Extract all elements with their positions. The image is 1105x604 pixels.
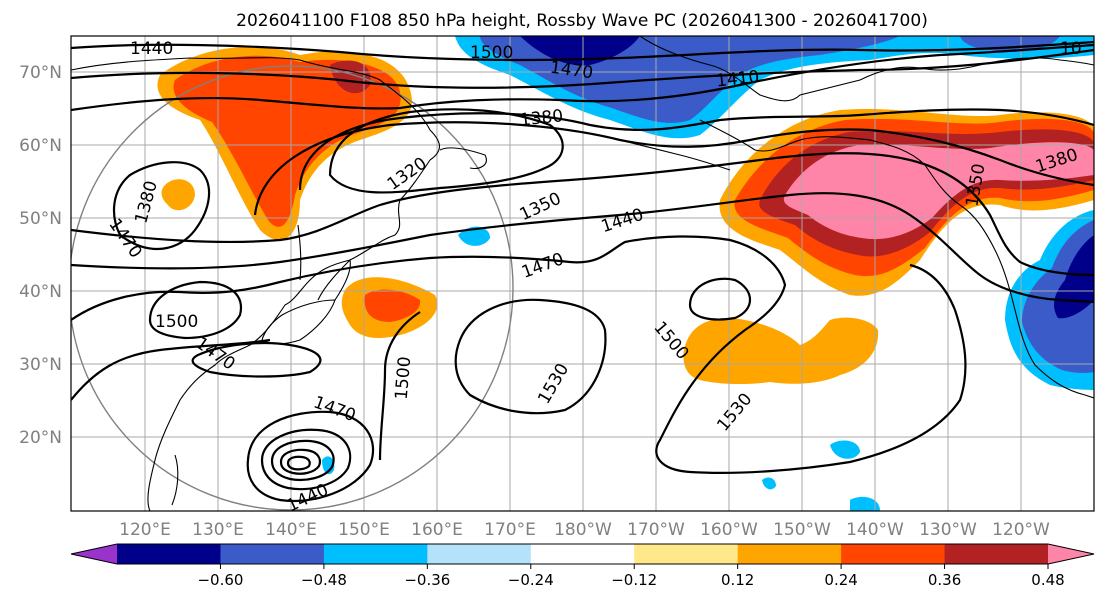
- lon-label: 180°W: [554, 520, 612, 540]
- colorbar-segment: [841, 544, 946, 564]
- lat-label: 40°N: [19, 282, 62, 302]
- lat-label: 70°N: [19, 63, 62, 83]
- colorbar-segment: [427, 544, 532, 564]
- coastlines: [71, 36, 1094, 511]
- contour-label: 1410: [715, 67, 760, 91]
- lon-label: 170°W: [627, 520, 685, 540]
- lon-label: 150°W: [773, 520, 831, 540]
- lon-label: 160°E: [411, 520, 463, 540]
- map-area: 1440 1500 1470 1410 1380 1320 1350 1440 …: [71, 36, 1094, 511]
- negative-anomaly: [762, 477, 776, 490]
- latitude-labels: 70°N 60°N 50°N 40°N 30°N 20°N: [19, 63, 62, 448]
- positive-anomaly: [330, 60, 371, 94]
- lon-label: 140°W: [846, 520, 904, 540]
- positive-anomaly: [683, 317, 879, 385]
- range-circle: [71, 65, 514, 511]
- lat-label: 60°N: [19, 136, 62, 156]
- positive-anomaly: [364, 289, 421, 322]
- contour-label: 1500: [470, 43, 513, 63]
- height-contours: [71, 40, 1094, 502]
- colorbar-segment: [634, 544, 739, 564]
- colorbar-tick-label: −0.24: [508, 571, 554, 589]
- colorbar-outline: [70, 543, 1095, 565]
- colorbar-segment: [117, 544, 221, 564]
- negative-anomaly: [830, 440, 860, 459]
- colorbar: −0.60 −0.48 −0.36 −0.24 −0.12 0.12 0.24 0.36 0.4…: [70, 543, 1095, 589]
- map-title: 2026041100 F108 850 hPa height, Rossby W…: [236, 11, 928, 31]
- colorbar-tick-label: −0.48: [301, 571, 347, 589]
- colorbar-segment: [323, 544, 428, 564]
- colorbar-tick-label: 0.36: [928, 571, 961, 589]
- lon-label: 120°W: [992, 520, 1050, 540]
- colorbar-extension-min: [71, 544, 117, 564]
- colorbar-tick-label: 0.24: [824, 571, 857, 589]
- lon-label: 150°E: [338, 520, 390, 540]
- colorbar-segment: [220, 544, 325, 564]
- lat-label: 30°N: [19, 355, 62, 375]
- colorbar-tick-label: 0.12: [721, 571, 754, 589]
- contour-label: 10: [1060, 39, 1082, 59]
- negative-anomaly: [1054, 235, 1094, 319]
- colorbar-tick-label: 0.48: [1031, 571, 1064, 589]
- colorbar-tick-label: −0.36: [404, 571, 450, 589]
- colorbar-segment: [530, 544, 635, 564]
- lat-label: 20°N: [19, 428, 62, 448]
- lon-label: 170°E: [484, 520, 536, 540]
- colorbar-tick-label: −0.60: [197, 571, 243, 589]
- colorbar-extension-max: [1048, 544, 1094, 564]
- longitude-labels: 120°E 130°E 140°E 150°E 160°E 170°E 180°…: [119, 520, 1050, 540]
- lon-label: 160°W: [700, 520, 758, 540]
- colorbar-segment: [944, 544, 1049, 564]
- contour-label: 1500: [392, 356, 416, 401]
- lat-label: 50°N: [19, 209, 62, 229]
- negative-anomaly: [458, 226, 490, 246]
- lon-label: 120°E: [119, 520, 171, 540]
- lon-label: 130°W: [919, 520, 977, 540]
- colorbar-tick-label: −0.12: [611, 571, 657, 589]
- lon-label: 140°E: [265, 520, 317, 540]
- positive-anomaly: [161, 179, 195, 211]
- contour-label: 1440: [130, 39, 173, 59]
- negative-anomaly: [850, 496, 880, 511]
- contour-label: 1380: [519, 106, 564, 130]
- colorbar-segment: [737, 544, 842, 564]
- lon-label: 130°E: [192, 520, 244, 540]
- contour-label: 1500: [155, 312, 198, 332]
- map-border: [70, 35, 1095, 512]
